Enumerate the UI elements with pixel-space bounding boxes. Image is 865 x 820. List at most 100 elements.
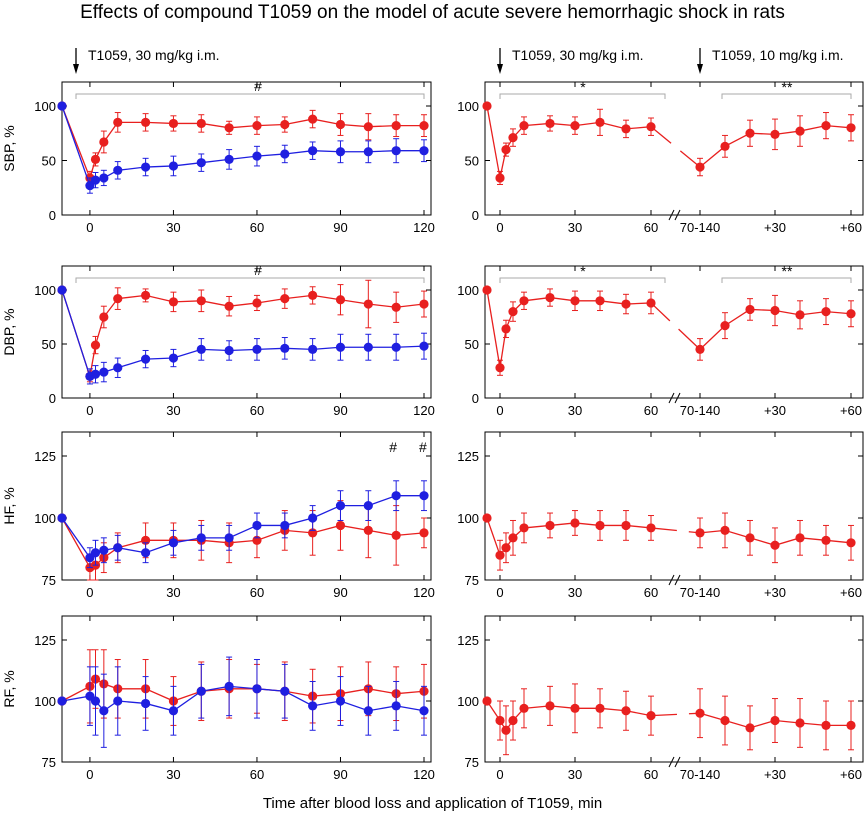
data-point: [308, 344, 318, 354]
arrow-label: T1059, 10 mg/kg i.m.: [712, 47, 844, 63]
data-point: [621, 706, 631, 716]
data-point: [335, 342, 346, 352]
data-point: [646, 711, 656, 721]
x-tick-label: 60: [250, 220, 264, 235]
data-point: [419, 299, 429, 309]
data-point: [196, 686, 206, 696]
data-point: [280, 343, 290, 353]
data-point: [482, 696, 492, 706]
significance-mark: #: [254, 262, 262, 278]
data-point: [168, 353, 179, 363]
y-tick-label: 75: [42, 573, 56, 588]
x-tick-label: 0: [86, 220, 93, 235]
arrow-head: [497, 64, 503, 74]
data-point: [482, 513, 492, 523]
data-point: [745, 128, 755, 138]
data-point: [545, 292, 555, 303]
data-point: [795, 718, 805, 728]
y-tick-label: 50: [42, 154, 56, 169]
data-point: [363, 147, 373, 157]
data-point: [519, 523, 529, 533]
data-point: [570, 296, 580, 306]
data-point: [196, 533, 206, 543]
data-point: [846, 720, 856, 731]
data-point: [363, 122, 373, 132]
data-point: [391, 491, 401, 501]
y-axis-label: HF, %: [1, 487, 17, 524]
data-point: [695, 708, 705, 718]
data-point: [846, 309, 856, 319]
x-tick-label: 70-140: [680, 585, 720, 600]
data-point: [141, 290, 151, 300]
data-point: [99, 706, 109, 716]
data-point: [224, 301, 234, 311]
data-point: [770, 129, 780, 139]
x-tick-label: 60: [250, 403, 264, 418]
x-tick-label: 120: [413, 585, 435, 600]
y-tick-label: 50: [42, 337, 56, 352]
series-line: [61, 105, 424, 180]
x-tick-label: +30: [764, 767, 786, 782]
x-tick-label: 60: [250, 767, 264, 782]
data-point: [745, 304, 755, 315]
data-point: [846, 123, 856, 133]
data-point: [363, 299, 373, 309]
data-point: [508, 307, 518, 317]
significance-bracket: [499, 93, 666, 99]
data-point: [168, 538, 179, 548]
x-tick-label: 0: [496, 767, 503, 782]
data-point: [770, 305, 780, 316]
data-point: [168, 706, 179, 716]
data-point: [335, 119, 346, 130]
data-point: [90, 548, 101, 558]
x-tick-label: 30: [568, 403, 582, 418]
figure-title: Effects of compound T1059 on the model o…: [80, 2, 785, 23]
data-point: [846, 538, 856, 548]
y-tick-label: 50: [465, 337, 479, 352]
significance-mark: # #: [389, 439, 427, 455]
series-gap-line: [650, 126, 701, 168]
series-gap-line: [650, 302, 701, 350]
data-point: [196, 118, 206, 129]
significance-bracket: [721, 93, 852, 99]
x-tick-label: 0: [86, 403, 93, 418]
x-tick-label: +60: [840, 767, 862, 782]
data-point: [545, 701, 555, 711]
data-point: [57, 101, 67, 111]
significance-mark: *: [580, 79, 586, 95]
x-tick-label: 60: [644, 403, 658, 418]
data-point: [419, 121, 429, 131]
data-point: [57, 513, 67, 523]
x-tick-label: 30: [166, 403, 180, 418]
axes-frame-3-0: [61, 615, 432, 763]
data-point: [720, 715, 730, 726]
data-point: [308, 701, 318, 711]
series-gap-line: [650, 527, 701, 534]
data-point: [419, 146, 429, 156]
data-point: [363, 342, 373, 352]
data-point: [519, 296, 529, 306]
data-point: [501, 543, 511, 553]
data-point: [113, 165, 123, 175]
data-point: [646, 523, 656, 533]
data-point: [308, 146, 318, 156]
data-point: [482, 101, 492, 111]
y-tick-label: 100: [457, 694, 479, 709]
data-point: [308, 513, 318, 523]
data-point: [519, 703, 529, 713]
significance-mark: **: [782, 79, 793, 95]
data-point: [508, 715, 518, 726]
axes-frame-2-1: [484, 431, 864, 581]
y-tick-label: 100: [34, 99, 56, 114]
data-point: [252, 151, 262, 161]
data-point: [335, 147, 346, 157]
data-point: [196, 344, 206, 354]
arrow-label: T1059, 30 mg/kg i.m.: [512, 47, 644, 63]
series-line: [486, 517, 652, 557]
axes-frame-2-0: [61, 431, 432, 581]
data-point: [519, 121, 529, 131]
x-tick-label: 0: [496, 585, 503, 600]
data-point: [308, 290, 318, 300]
data-point: [501, 324, 511, 334]
data-point: [501, 145, 511, 155]
